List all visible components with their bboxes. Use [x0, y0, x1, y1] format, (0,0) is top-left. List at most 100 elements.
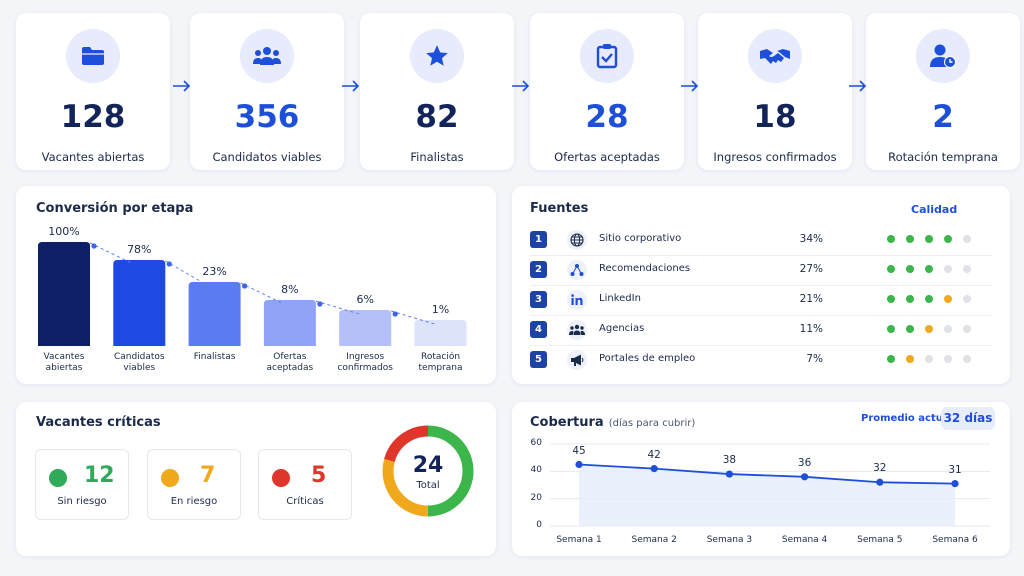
funnel-bar[interactable]	[113, 260, 166, 346]
coverage-title: Cobertura	[530, 415, 604, 430]
funnel-category-label: Candidatos viables	[113, 352, 165, 373]
rank-badge: 2	[530, 261, 547, 278]
x-tick-label: Semana 5	[857, 535, 903, 545]
kpi-card-ofertas[interactable]: 28 Ofertas aceptadas	[530, 13, 684, 170]
risk-box-criticas[interactable]: 5 Críticas	[258, 449, 352, 520]
group-icon	[567, 320, 587, 340]
kpi-card-vacantes[interactable]: 128 Vacantes abiertas	[16, 13, 170, 170]
x-tick-label: Semana 4	[781, 535, 828, 545]
source-pct: 27%	[799, 263, 823, 275]
arrow-right-icon	[512, 80, 530, 92]
funnel-pct-label: 100%	[48, 225, 80, 238]
quality-dot	[887, 355, 895, 363]
conversion-card: Conversión por etapa 100% Vacantes abierta…	[16, 186, 496, 384]
y-tick-label: 20	[530, 492, 542, 503]
funnel-bar[interactable]	[263, 300, 316, 346]
kpi-value: 356	[234, 99, 300, 135]
arrow-right-icon	[342, 80, 360, 92]
quality-dot	[944, 325, 952, 333]
quality-dot	[925, 325, 933, 333]
star-icon	[410, 29, 464, 83]
kpi-card-finalistas[interactable]: 82 Finalistas	[360, 13, 514, 170]
risk-count: 5	[311, 463, 327, 488]
megaphone-icon	[567, 350, 587, 370]
divider	[530, 345, 992, 346]
quality-dots	[887, 265, 971, 273]
quality-dot	[887, 295, 895, 303]
source-name: LinkedIn	[599, 293, 641, 304]
coverage-value-label: 42	[647, 448, 661, 461]
kpi-label: Vacantes abiertas	[41, 150, 145, 164]
x-tick-label: Semana 6	[932, 535, 978, 545]
funnel-connector	[391, 310, 435, 325]
globe-icon	[567, 230, 587, 250]
kpi-value: 18	[753, 99, 797, 135]
arrow-right-icon	[681, 80, 699, 92]
funnel-category-label: Rotación temprana	[418, 352, 463, 373]
funnel-bar[interactable]	[339, 310, 392, 346]
quality-dot	[906, 295, 914, 303]
funnel-category-label: Finalistas	[193, 352, 236, 362]
quality-dots	[887, 235, 971, 243]
conversion-chart	[38, 242, 467, 346]
funnel-pct-label: 23%	[202, 265, 227, 278]
user-clock-icon	[916, 29, 970, 83]
source-pct: 21%	[799, 293, 823, 305]
coverage-subtitle: (días para cubrir)	[608, 418, 696, 429]
y-tick-label: 40	[530, 465, 542, 476]
quality-dot	[944, 265, 952, 273]
total-donut-chart	[382, 425, 474, 517]
conversion-title: Conversión por etapa	[36, 201, 194, 216]
status-dot	[161, 469, 179, 487]
source-pct: 34%	[799, 233, 823, 245]
avg-badge: 32 días	[941, 407, 995, 430]
source-pct: 7%	[806, 353, 823, 365]
quality-dot	[963, 325, 971, 333]
rank-badge: 3	[530, 291, 547, 308]
y-tick-label: 0	[536, 520, 542, 530]
funnel-bar[interactable]	[188, 282, 241, 346]
funnel-pct-label: 8%	[281, 283, 299, 296]
coverage-value-label: 31	[948, 463, 962, 476]
funnel-connector-dot	[317, 301, 323, 307]
kpi-card-ingresos[interactable]: 18 Ingresos confirmados	[698, 13, 852, 170]
source-row[interactable]: 5 Portales de empleo 7%	[530, 345, 990, 375]
funnel-connector	[315, 300, 360, 315]
source-row[interactable]: 4 Agencias 11%	[530, 315, 990, 345]
quality-header[interactable]: Calidad	[911, 203, 958, 216]
risk-label: En riesgo	[170, 496, 218, 507]
users-icon	[240, 29, 294, 83]
source-name: Agencias	[599, 323, 645, 334]
rank-badge: 5	[530, 351, 547, 368]
source-row[interactable]: 1 Sitio corporativo 34%	[530, 225, 990, 255]
quality-dot	[906, 235, 914, 243]
funnel-category-label: Vacantes abiertas	[43, 352, 85, 373]
risk-count: 12	[84, 463, 115, 488]
risk-label: Críticas	[286, 496, 324, 507]
kpi-card-rotacion[interactable]: 2 Rotación temprana	[866, 13, 1020, 170]
source-row[interactable]: 3 LinkedIn 21%	[530, 285, 990, 315]
kpi-label: Finalistas	[410, 150, 464, 164]
quality-dot	[963, 235, 971, 243]
sources-title: Fuentes	[530, 201, 589, 216]
funnel-bar[interactable]	[414, 320, 467, 346]
donut-segment-orange	[382, 425, 474, 517]
risk-box-en-riesgo[interactable]: 7 En riesgo	[147, 449, 241, 520]
kpi-card-candidatos[interactable]: 356 Candidatos viables	[190, 13, 344, 170]
quality-dot	[887, 235, 895, 243]
funnel-bar[interactable]	[38, 242, 90, 346]
coverage-value-label: 45	[572, 444, 586, 457]
risk-box-sin-riesgo[interactable]: 12 Sin riesgo	[35, 449, 129, 520]
quality-dot	[925, 235, 933, 243]
status-dot	[272, 469, 290, 487]
funnel-category-label: Ingresos confirmados	[337, 352, 393, 373]
donut-segment-red	[382, 425, 474, 517]
coverage-value-label: 36	[797, 456, 812, 469]
source-row[interactable]: 2 Recomendaciones 27%	[530, 255, 990, 285]
kpi-value: 82	[415, 99, 459, 135]
funnel-category-label: Ofertas aceptadas	[266, 352, 314, 373]
divider	[530, 315, 992, 316]
quality-dot	[906, 355, 914, 363]
quality-dot	[963, 355, 971, 363]
funnel-connector-dot	[392, 311, 398, 317]
